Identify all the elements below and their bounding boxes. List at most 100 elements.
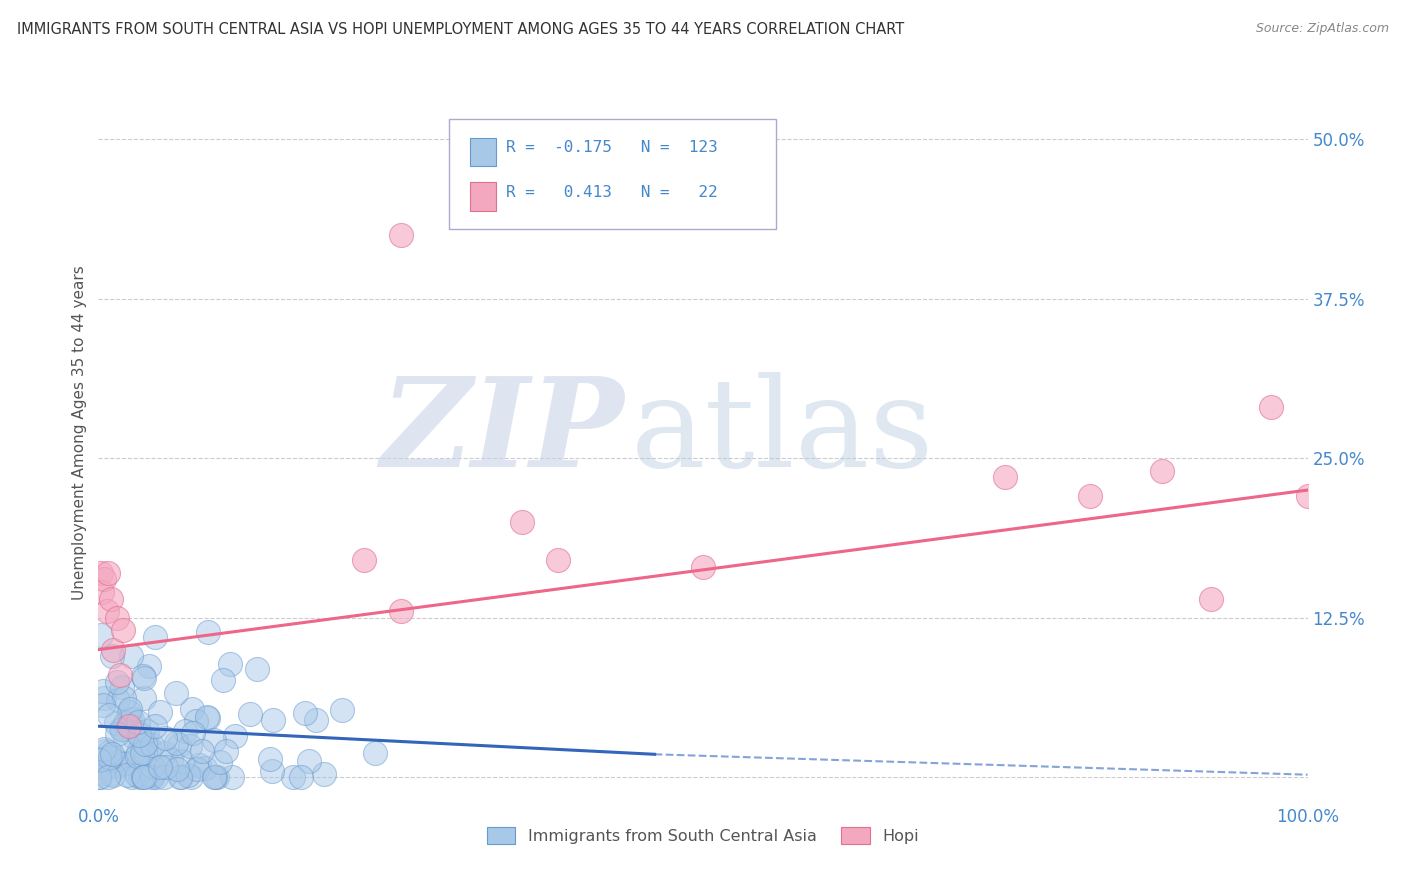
Point xyxy=(364,746,387,760)
Point xyxy=(93,760,115,774)
Point xyxy=(112,757,135,772)
Point xyxy=(173,723,195,738)
Point xyxy=(298,754,321,768)
Point xyxy=(100,591,122,606)
Point xyxy=(135,724,157,739)
Point xyxy=(105,611,128,625)
Point xyxy=(93,683,115,698)
Point xyxy=(114,756,136,770)
Point xyxy=(180,770,202,784)
Point xyxy=(138,659,160,673)
Point xyxy=(89,770,111,784)
Point xyxy=(170,770,193,784)
Point xyxy=(118,719,141,733)
Point xyxy=(141,759,163,773)
Point xyxy=(132,669,155,683)
Point xyxy=(294,706,316,720)
Point xyxy=(115,768,138,782)
Point xyxy=(118,705,141,719)
Point xyxy=(111,624,134,638)
Point xyxy=(239,706,262,721)
Point xyxy=(129,770,152,784)
Text: atlas: atlas xyxy=(630,372,934,493)
Point xyxy=(104,715,127,730)
Point xyxy=(160,753,183,767)
Point xyxy=(195,709,218,723)
Point xyxy=(191,744,214,758)
Point xyxy=(141,738,163,752)
Point xyxy=(131,746,153,760)
Point xyxy=(120,702,142,716)
Point xyxy=(101,768,124,782)
Point xyxy=(1260,400,1282,414)
Point xyxy=(165,736,187,750)
Point xyxy=(131,728,153,742)
Point xyxy=(127,748,149,763)
Point xyxy=(94,744,117,758)
Point xyxy=(186,762,208,776)
Point xyxy=(212,673,235,687)
Point xyxy=(132,770,155,784)
Point xyxy=(180,701,202,715)
Point xyxy=(101,642,124,657)
Legend: Immigrants from South Central Asia, Hopi: Immigrants from South Central Asia, Hopi xyxy=(481,821,925,850)
Point xyxy=(167,739,190,753)
Point xyxy=(246,662,269,676)
Bar xyxy=(470,138,496,166)
Point xyxy=(259,752,281,766)
Point xyxy=(179,739,201,754)
Point xyxy=(181,726,204,740)
Text: IMMIGRANTS FROM SOUTH CENTRAL ASIA VS HOPI UNEMPLOYMENT AMONG AGES 35 TO 44 YEAR: IMMIGRANTS FROM SOUTH CENTRAL ASIA VS HO… xyxy=(17,22,904,37)
Point xyxy=(215,744,238,758)
Point xyxy=(134,736,156,750)
Point xyxy=(204,770,226,784)
Point xyxy=(121,712,143,726)
Point xyxy=(155,760,177,774)
Point xyxy=(97,566,120,580)
Point xyxy=(134,745,156,759)
Point xyxy=(128,727,150,741)
Point xyxy=(98,750,121,764)
Point xyxy=(221,770,243,784)
Point xyxy=(305,713,328,727)
Point xyxy=(100,648,122,663)
Point xyxy=(107,693,129,707)
Point xyxy=(281,770,304,784)
Point xyxy=(138,739,160,754)
Point xyxy=(101,747,124,761)
Point xyxy=(93,742,115,756)
Point xyxy=(290,770,312,784)
Point xyxy=(202,770,225,784)
Point xyxy=(389,604,412,618)
Point xyxy=(136,769,159,783)
Point xyxy=(177,768,200,782)
Point xyxy=(170,754,193,768)
Point xyxy=(692,559,714,574)
Point xyxy=(153,746,176,760)
Point xyxy=(197,625,219,640)
Point xyxy=(134,737,156,751)
Point xyxy=(97,767,120,781)
Point xyxy=(145,770,167,784)
Point xyxy=(169,770,191,784)
Point xyxy=(127,745,149,759)
Text: Source: ZipAtlas.com: Source: ZipAtlas.com xyxy=(1256,22,1389,36)
Point xyxy=(104,753,127,767)
Point xyxy=(219,657,242,671)
Point xyxy=(87,770,110,784)
Point xyxy=(314,767,336,781)
Point xyxy=(110,723,132,737)
Point xyxy=(91,752,114,766)
Point xyxy=(93,691,115,706)
Point xyxy=(97,750,120,764)
Point xyxy=(107,759,129,773)
Point xyxy=(122,729,145,743)
Point xyxy=(547,553,569,567)
Point xyxy=(149,705,172,719)
Text: ZIP: ZIP xyxy=(381,372,624,493)
Point xyxy=(1078,490,1101,504)
Point xyxy=(510,515,533,529)
Point xyxy=(165,686,187,700)
Point xyxy=(111,723,134,737)
Point xyxy=(188,758,211,772)
